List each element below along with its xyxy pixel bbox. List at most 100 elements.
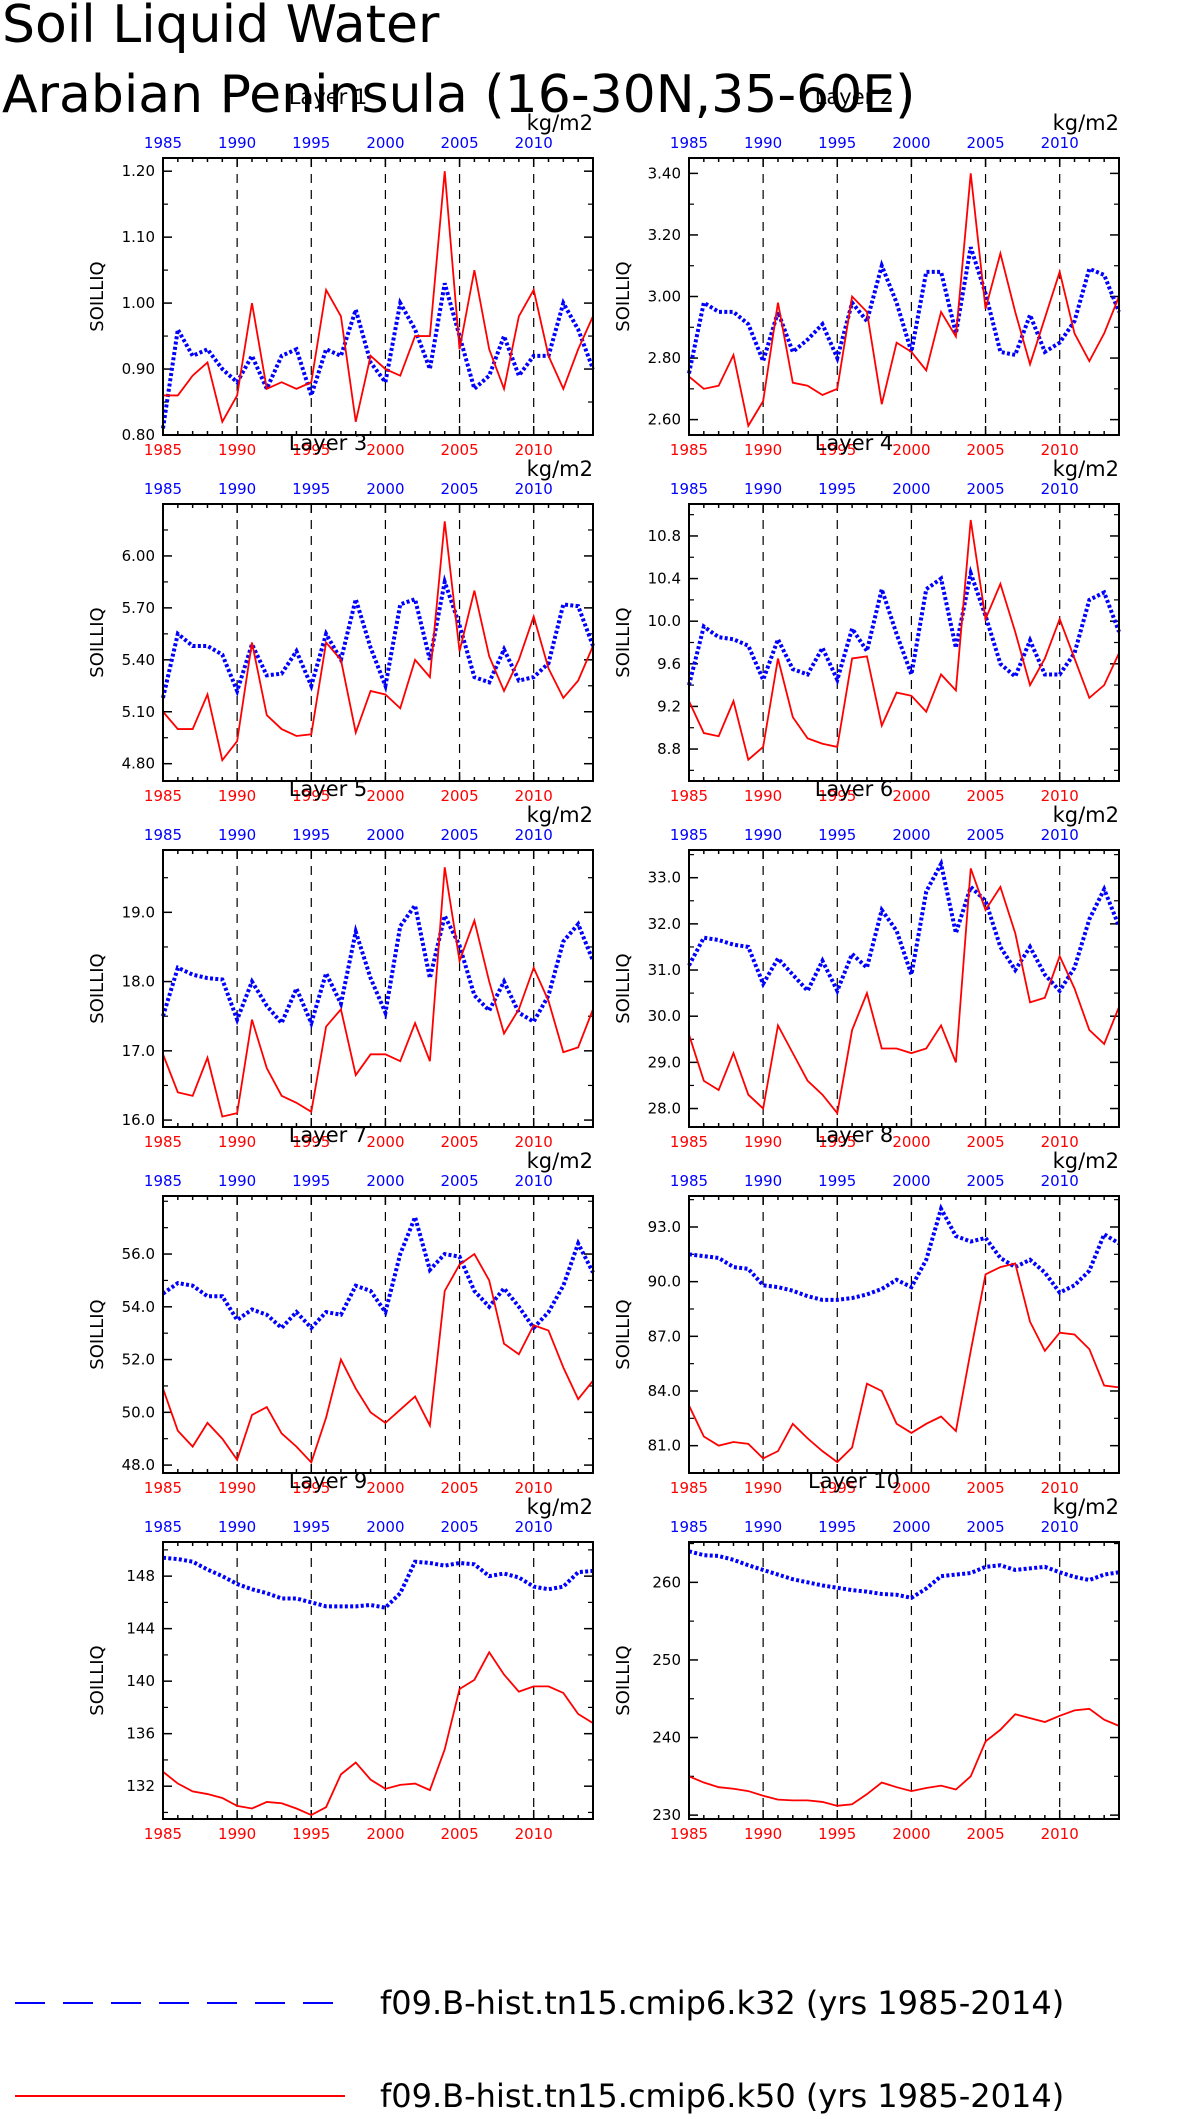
units-label: kg/m2: [527, 803, 593, 827]
y-tick-label: 148: [126, 1567, 155, 1585]
x-tick-label-top: 2000: [366, 134, 404, 152]
chart-panel-3: Layer 3 kg/m2 1985 1985 1990 1990 1995 1995 2000…: [87, 431, 595, 805]
x-tick-label-top: 1995: [818, 1518, 856, 1536]
series-k50-line: [162, 521, 594, 763]
y-tick-label: 0.90: [122, 360, 155, 378]
x-tick-label-bottom: 2010: [515, 1133, 553, 1151]
y-tick-label: 4.80: [122, 755, 155, 773]
x-tick-label-top: 2005: [966, 134, 1004, 152]
x-tick-label-top: 1995: [292, 480, 330, 498]
x-tick-label-bottom: 2010: [515, 1479, 553, 1497]
chart-panel-6: Layer 6 kg/m2 1985 1985 1990 1990 1995 1995 2000…: [613, 777, 1121, 1151]
y-tick-label: 3.20: [648, 226, 681, 244]
x-tick-label-top: 1985: [670, 1518, 708, 1536]
y-tick-label: 54.0: [122, 1298, 155, 1316]
x-tick-label-top: 2010: [515, 1518, 553, 1536]
y-tick-label: 144: [126, 1620, 155, 1638]
x-tick-label-top: 1995: [292, 134, 330, 152]
y-axis-label: SOILLIQ: [87, 953, 108, 1023]
x-tick-label-bottom: 2000: [366, 1133, 404, 1151]
x-tick-label-bottom: 1995: [818, 787, 856, 805]
x-tick-label-bottom: 2000: [366, 787, 404, 805]
plot-frame: [162, 849, 594, 1128]
y-tick-label: 87.0: [648, 1327, 681, 1345]
panel-title: Layer 8: [815, 1123, 894, 1147]
y-tick-label: 10.0: [648, 612, 681, 630]
x-tick-label-top: 1985: [144, 826, 182, 844]
panel-title: Layer 4: [815, 431, 894, 455]
y-tick-label: 28.0: [648, 1100, 681, 1118]
y-tick-label: 250: [652, 1651, 681, 1669]
x-tick-label-bottom: 1990: [744, 441, 782, 459]
x-tick-label-top: 1990: [744, 1172, 782, 1190]
panel-title: Layer 9: [289, 1469, 368, 1493]
x-tick-label-top: 2005: [966, 480, 1004, 498]
units-label: kg/m2: [1053, 1495, 1119, 1519]
y-tick-label: 5.10: [122, 703, 155, 721]
x-tick-label-bottom: 1990: [744, 1479, 782, 1497]
x-tick-label-bottom: 2005: [440, 1479, 478, 1497]
series-k50-line: [688, 868, 1120, 1116]
y-tick-label: 3.40: [648, 164, 681, 182]
x-tick-label-top: 2010: [1041, 826, 1079, 844]
y-tick-label: 136: [126, 1725, 155, 1743]
series-k50-line: [162, 1650, 594, 1817]
x-tick-label-bottom: 2000: [892, 1133, 930, 1151]
panel-title: Layer 10: [808, 1469, 900, 1493]
x-tick-label-top: 1990: [744, 1518, 782, 1536]
panel-title: Layer 1: [289, 85, 368, 109]
units-label: kg/m2: [527, 457, 593, 481]
x-tick-label-top: 2000: [892, 1518, 930, 1536]
y-tick-label: 3.00: [648, 288, 681, 306]
x-tick-label-bottom: 2000: [892, 1479, 930, 1497]
units-label: kg/m2: [1053, 803, 1119, 827]
x-tick-label-bottom: 1990: [744, 1133, 782, 1151]
panel-title: Layer 6: [815, 777, 894, 801]
x-tick-label-top: 2005: [440, 826, 478, 844]
series-k32-line: [688, 1203, 1121, 1302]
series-k50-line: [162, 867, 594, 1118]
y-tick-label: 29.0: [648, 1053, 681, 1071]
y-tick-label: 8.8: [657, 740, 681, 758]
x-tick-label-bottom: 2010: [1041, 787, 1079, 805]
x-tick-label-bottom: 2000: [366, 1479, 404, 1497]
chart-panel-10: Layer 10 kg/m2 1985 1985 1990 1990 1995 1995 200…: [613, 1469, 1120, 1843]
x-tick-label-top: 1985: [144, 1518, 182, 1536]
x-tick-label-top: 2005: [440, 134, 478, 152]
x-tick-label-bottom: 2010: [515, 787, 553, 805]
x-tick-label-top: 2005: [440, 1172, 478, 1190]
legend-k50-label: f09.B-hist.tn15.cmip6.k50 (yrs 1985-2014…: [380, 2077, 1064, 2115]
x-tick-label-top: 2000: [366, 826, 404, 844]
x-tick-label-top: 1985: [670, 1172, 708, 1190]
x-tick-label-top: 1985: [144, 1172, 182, 1190]
x-tick-label-top: 2010: [515, 826, 553, 844]
x-tick-label-top: 2005: [966, 1172, 1004, 1190]
y-axis-label: SOILLIQ: [613, 1299, 634, 1369]
y-tick-label: 93.0: [648, 1218, 681, 1236]
x-tick-label-top: 2010: [515, 1172, 553, 1190]
x-tick-label-bottom: 2000: [366, 441, 404, 459]
chart-panel-5: Layer 5 kg/m2 1985 1985 1990 1990 1995 1995 2000…: [87, 777, 595, 1151]
x-tick-label-bottom: 2010: [1041, 1479, 1079, 1497]
x-tick-label-bottom: 2005: [966, 441, 1004, 459]
y-axis-label: SOILLIQ: [613, 607, 634, 677]
y-tick-label: 33.0: [648, 869, 681, 887]
series-k32-line: [161, 282, 595, 429]
series-k50-line: [688, 173, 1120, 429]
x-tick-label-top: 1985: [670, 480, 708, 498]
x-tick-label-top: 1990: [218, 1172, 256, 1190]
x-tick-label-top: 1985: [144, 134, 182, 152]
x-tick-label-bottom: 1995: [818, 1133, 856, 1151]
legend: f09.B-hist.tn15.cmip6.k32 (yrs 1985-2014…: [15, 1984, 1064, 2115]
chart-panel-2: Layer 2 kg/m2 1985 1985 1990 1990 1995 1995 2000…: [613, 85, 1121, 459]
x-tick-label-top: 2010: [1041, 1172, 1079, 1190]
x-tick-label-bottom: 2005: [966, 787, 1004, 805]
x-tick-label-bottom: 2010: [515, 1825, 553, 1843]
series-k32-line: [162, 1555, 594, 1610]
units-label: kg/m2: [1053, 1149, 1119, 1173]
y-tick-label: 5.70: [122, 599, 155, 617]
chart-panel-8: Layer 8 kg/m2 1985 1985 1990 1990 1995 1995 2000…: [613, 1123, 1121, 1497]
x-tick-label-bottom: 2000: [892, 441, 930, 459]
x-tick-label-bottom: 1995: [292, 1825, 330, 1843]
x-tick-label-bottom: 1985: [144, 1825, 182, 1843]
